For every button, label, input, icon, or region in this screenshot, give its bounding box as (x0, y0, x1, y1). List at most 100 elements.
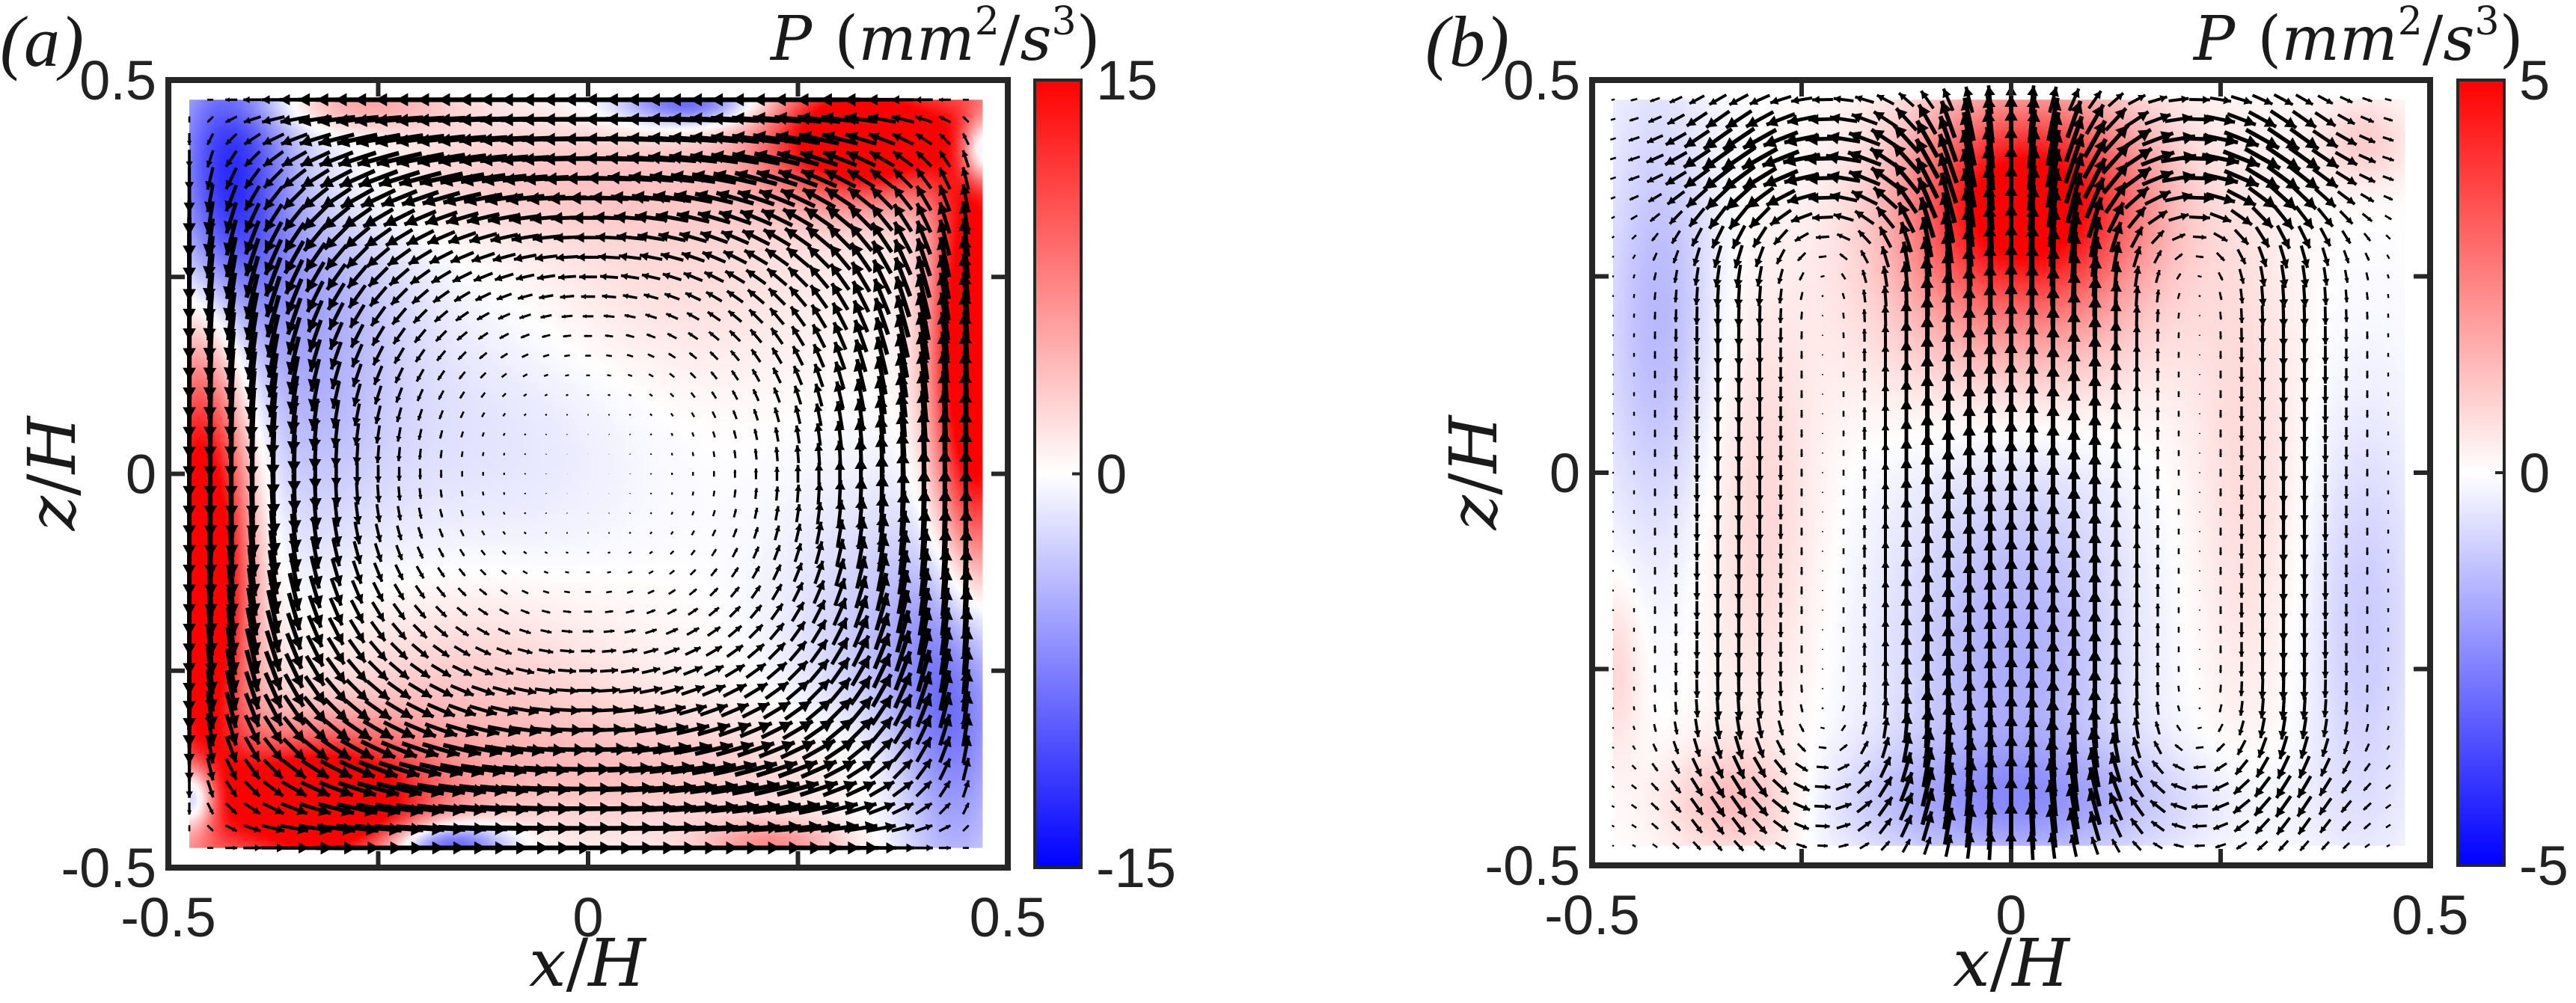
velocity-arrow (375, 503, 382, 523)
velocity-arrow (534, 686, 558, 696)
velocity-arrow (245, 628, 262, 675)
velocity-arrow (582, 629, 594, 634)
velocity-arrow (225, 627, 240, 675)
velocity-arrow (460, 431, 465, 438)
panel-b-xlabel: x/H (1953, 924, 2071, 1002)
velocity-arrow (345, 678, 370, 703)
velocity-arrow (523, 531, 527, 535)
velocity-arrow (244, 220, 261, 255)
velocity-arrow (243, 185, 261, 212)
velocity-arrow (524, 453, 527, 456)
velocity-arrow (750, 349, 762, 363)
velocity-arrow (375, 133, 423, 148)
velocity-arrow (373, 562, 384, 583)
velocity-arrow (721, 702, 750, 718)
velocity-arrow (388, 267, 410, 286)
velocity-arrow (543, 570, 549, 574)
velocity-arrow (691, 511, 695, 516)
panel-a-colormap-field (189, 99, 983, 848)
velocity-arrow (494, 272, 514, 282)
panel-a-ylabel: z/H (13, 414, 91, 531)
velocity-arrow (438, 390, 445, 400)
velocity-arrow (307, 615, 324, 648)
velocity-arrow (352, 383, 362, 407)
velocity-arrow (625, 610, 634, 614)
velocity-arrow (403, 721, 437, 739)
velocity-arrow (732, 410, 738, 420)
velocity-arrow (396, 133, 444, 147)
velocity-arrow (560, 648, 575, 654)
velocity-arrow (768, 287, 786, 306)
velocity-arrow (479, 352, 488, 360)
velocity-arrow (1612, 726, 1615, 729)
velocity-arrow (396, 427, 402, 442)
velocity-arrow (390, 287, 409, 306)
velocity-arrow (387, 248, 412, 267)
velocity-arrow (691, 491, 694, 496)
velocity-arrow (243, 311, 259, 361)
velocity-arrow (368, 286, 388, 307)
velocity-arrow (282, 694, 306, 726)
velocity-arrow (618, 685, 642, 695)
velocity-arrow (730, 369, 739, 381)
velocity-arrow (646, 333, 656, 339)
velocity-arrow (499, 332, 510, 340)
velocity-arrow (501, 550, 507, 555)
velocity-arrow (645, 628, 658, 635)
velocity-arrow (1611, 824, 1615, 828)
velocity-arrow (392, 603, 406, 621)
velocity-arrow (302, 717, 328, 743)
velocity-arrow (756, 760, 798, 778)
velocity-arrow (691, 432, 695, 437)
velocity-arrow (264, 295, 281, 338)
velocity-arrow (729, 586, 741, 598)
velocity-arrow (299, 150, 331, 168)
velocity-arrow (328, 597, 344, 626)
velocity-arrow (729, 330, 741, 343)
velocity-arrow (184, 166, 195, 191)
velocity-arrow (340, 187, 375, 209)
velocity-arrow (460, 509, 465, 517)
velocity-arrow (715, 740, 755, 757)
velocity-arrow (1612, 746, 1615, 749)
velocity-arrow (641, 272, 661, 280)
velocity-arrow (396, 152, 444, 168)
velocity-arrow (681, 251, 706, 263)
velocity-arrow (962, 847, 969, 850)
velocity-arrow (676, 722, 710, 736)
velocity-arrow (243, 292, 260, 341)
velocity-arrow (320, 737, 352, 761)
velocity-arrow (618, 252, 642, 262)
velocity-arrow (263, 672, 284, 709)
velocity-arrow (753, 527, 759, 539)
velocity-arrow (346, 658, 368, 684)
velocity-arrow (243, 168, 261, 190)
velocity-arrow (685, 645, 702, 656)
velocity-arrow (534, 253, 558, 263)
velocity-arrow (370, 325, 386, 347)
velocity-arrow (411, 642, 429, 660)
velocity-arrow (771, 366, 782, 384)
velocity-arrow (186, 802, 192, 815)
velocity-arrow (649, 550, 653, 555)
velocity-arrow (760, 720, 794, 740)
velocity-arrow (398, 171, 442, 188)
velocity-arrow (540, 313, 552, 319)
velocity-arrow (329, 361, 342, 390)
velocity-arrow (286, 316, 302, 355)
velocity-arrow (413, 328, 427, 344)
velocity-arrow (499, 608, 510, 616)
velocity-arrow (513, 687, 537, 696)
velocity-arrow (412, 308, 428, 325)
velocity-arrow (367, 266, 389, 288)
velocity-arrow (243, 150, 261, 168)
velocity-arrow (766, 267, 788, 286)
velocity-arrow (378, 760, 420, 779)
velocity-arrow (542, 610, 551, 614)
velocity-arrow (670, 550, 675, 555)
velocity-arrow (616, 232, 644, 242)
velocity-arrow (523, 393, 527, 397)
velocity-arrow (282, 737, 307, 762)
velocity-arrow (466, 212, 501, 226)
velocity-arrow (261, 823, 285, 834)
